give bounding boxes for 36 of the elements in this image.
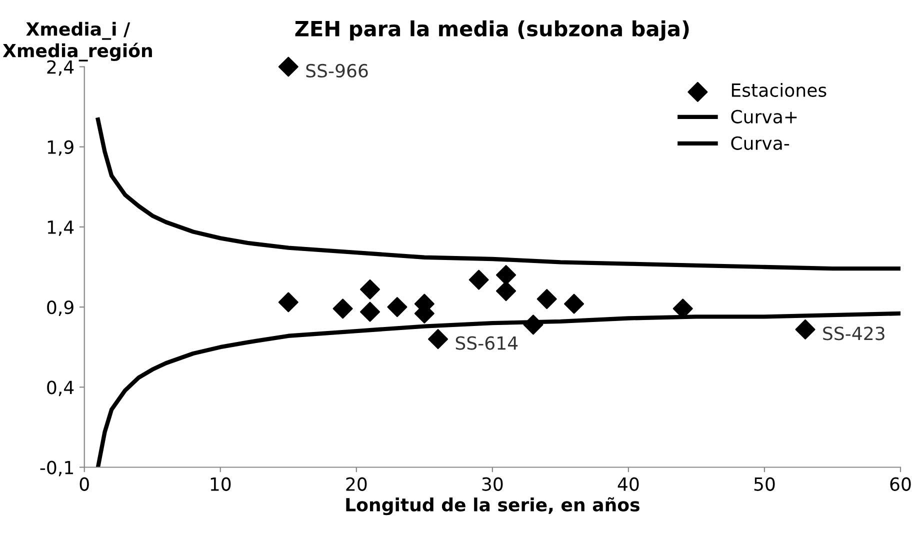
point (332, 298, 353, 319)
y-tick-label: 0,9 (47, 300, 74, 316)
point (360, 279, 380, 300)
x-tick-label: 20 (346, 477, 367, 491)
x-tick-label: 30 (482, 477, 503, 491)
annotation: SS-614 (456, 336, 518, 350)
point (795, 319, 816, 340)
legend-label: Curva+ (731, 110, 797, 124)
x-axis-title: Longitud de la serie, en años (346, 497, 640, 516)
point (278, 292, 298, 312)
point (523, 314, 544, 335)
legend-label: Curva- (731, 136, 790, 150)
y-tick-label: -0,1 (40, 460, 73, 476)
y-axis-title: Xmedia_i / Xmedia_región (2, 22, 152, 62)
y-tick-label: 0,4 (47, 380, 74, 396)
x-tick-label: 0 (80, 477, 89, 491)
x-tick-label: 60 (890, 477, 911, 491)
y-tick-label: 1,9 (48, 140, 74, 156)
x-tick-label: 50 (754, 477, 775, 491)
point (496, 281, 516, 302)
point (496, 265, 516, 286)
point (428, 329, 448, 350)
x-tick-label: 10 (210, 477, 231, 491)
annotation: SS-423 (823, 326, 884, 340)
y-tick-label: 2,4 (47, 60, 74, 76)
chart-title: ZEH para la media (subzona baja) (295, 20, 689, 41)
point (468, 270, 489, 290)
point (564, 294, 584, 314)
y-tick-label: 1,4 (48, 220, 74, 236)
point (387, 297, 408, 318)
legend-label: Estaciones (732, 83, 826, 97)
point (278, 56, 298, 77)
annotation: SS-966 (306, 64, 368, 78)
x-tick-label: 40 (618, 477, 639, 491)
point (360, 302, 380, 322)
point (536, 289, 557, 310)
